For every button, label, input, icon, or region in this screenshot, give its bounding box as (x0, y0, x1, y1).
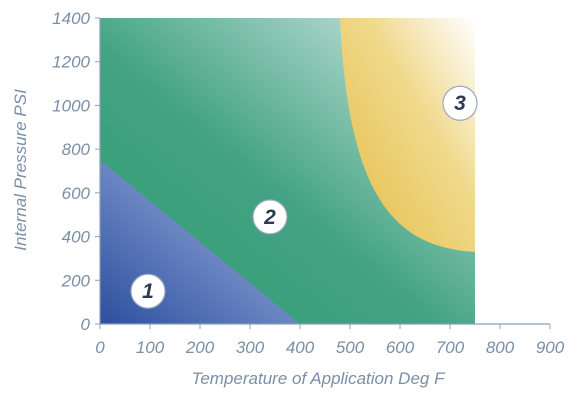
x-axis-title: Temperature of Application Deg F (192, 369, 447, 388)
x-axis-ticks: 0 100 200 300 400 500 600 700 800 900 (95, 324, 565, 357)
y-axis-ticks: 0 200 400 600 800 1000 1200 1400 (52, 9, 100, 334)
zone-1-badge: 1 (130, 273, 166, 309)
x-tick-label: 200 (185, 338, 215, 357)
x-tick-label: 0 (95, 338, 105, 357)
y-tick-label: 1400 (52, 9, 90, 28)
x-tick-label: 800 (486, 338, 515, 357)
x-tick-label: 100 (136, 338, 165, 357)
zone-2-circle (252, 199, 288, 235)
zone-1-circle (130, 273, 166, 309)
zone-3-label: 3 (454, 92, 466, 115)
axes (99, 18, 550, 325)
x-tick-label: 600 (386, 338, 415, 357)
y-tick-label: 600 (62, 184, 91, 203)
region-3 (340, 18, 475, 252)
y-axis-title: Internal Pressure PSI (11, 89, 30, 251)
y-tick-label: 0 (81, 315, 91, 334)
zone-2-label: 2 (263, 206, 276, 229)
zone-2-badge: 2 (252, 199, 288, 235)
y-tick-label: 800 (62, 140, 91, 159)
zone-1-label: 1 (142, 280, 154, 303)
x-tick-label: 400 (286, 338, 315, 357)
y-tick-label: 1200 (52, 53, 90, 72)
x-tick-label: 300 (236, 338, 265, 357)
x-tick-label: 900 (536, 338, 565, 357)
y-tick-label: 1000 (52, 96, 90, 115)
y-tick-label: 200 (61, 271, 91, 290)
y-tick-label: 400 (62, 228, 91, 247)
zone-3-badge: 3 (442, 85, 478, 121)
x-tick-label: 700 (436, 338, 465, 357)
x-tick-label: 500 (336, 338, 365, 357)
zone-3-circle (442, 85, 478, 121)
